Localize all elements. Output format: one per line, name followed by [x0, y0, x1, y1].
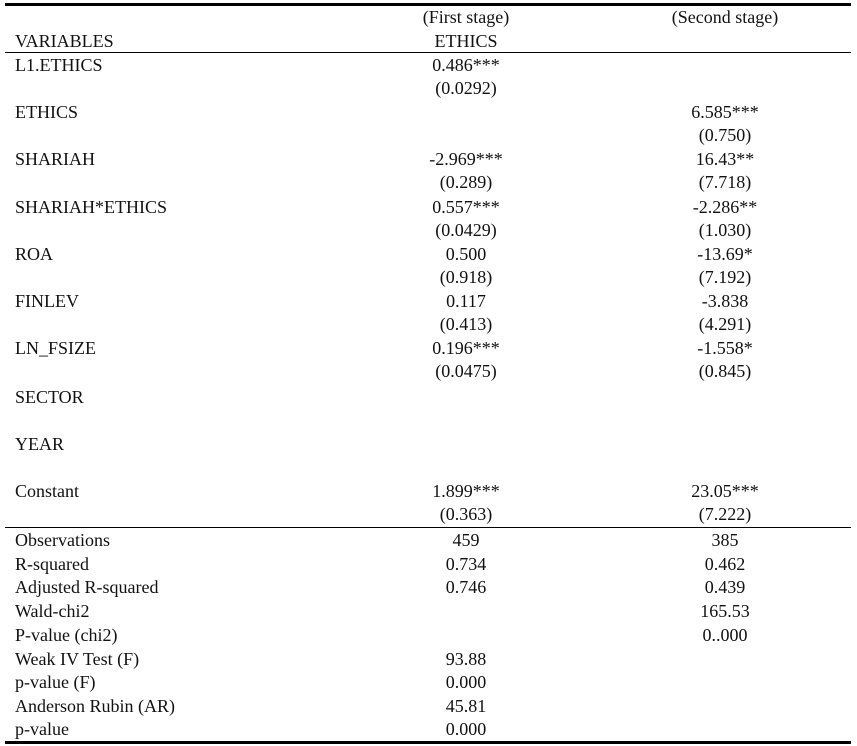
stat-label: p-value (F)	[15, 672, 96, 692]
se-col1: (0.363)	[439, 504, 493, 524]
coef-col2: 6.585***	[691, 102, 759, 122]
stat-label: P-value (chi2)	[15, 625, 118, 645]
row-label: SHARIAH	[15, 149, 96, 169]
coef-col1: 0.557***	[432, 197, 500, 217]
row-label: Constant	[15, 481, 80, 501]
stat-col1: 0.000	[445, 719, 487, 739]
stat-label: Observations	[15, 530, 110, 550]
stat-col1: 0.000	[445, 672, 487, 692]
col2-stage-header: (Second stage)	[671, 7, 779, 27]
row-label: ETHICS	[15, 102, 78, 122]
se-col2	[645, 77, 805, 99]
se-col2: (7.192)	[698, 267, 752, 287]
coef-col1: 0.117	[446, 291, 486, 311]
coef-col1: 0.196***	[432, 338, 500, 358]
header-rule	[5, 52, 851, 53]
row-label: YEAR	[15, 434, 64, 454]
se-col1: (0.413)	[439, 314, 493, 334]
table-bottom-rule	[5, 741, 851, 744]
se-col2: (4.291)	[698, 314, 752, 334]
se-col1: (0.918)	[439, 267, 493, 287]
row-label: SECTOR	[15, 387, 84, 407]
row-label: L1.ETHICS	[15, 55, 103, 75]
se-col1: (0.0292)	[435, 78, 497, 98]
stat-col2: 165.53	[700, 601, 750, 621]
se-col1: (0.289)	[439, 172, 493, 192]
stat-col2: 385	[711, 530, 739, 550]
se-col2: (0.845)	[698, 361, 752, 381]
coef-col1: -2.969***	[429, 149, 503, 169]
coef-col2: -3.838	[701, 291, 749, 311]
se-col2: (1.030)	[698, 220, 752, 240]
stat-label: Weak IV Test (F)	[15, 649, 140, 669]
table-top-rule	[5, 3, 851, 6]
stat-col1: 0.734	[445, 554, 487, 574]
row-label: SHARIAH*ETHICS	[15, 197, 168, 217]
stat-label: R-squared	[15, 554, 89, 574]
coef-col2: 23.05***	[691, 481, 759, 501]
stat-col1: 0.746	[445, 577, 487, 597]
se-col1: (0.0429)	[435, 220, 497, 240]
se-col1: (0.0475)	[435, 361, 497, 381]
coef-col1: 1.899***	[432, 481, 500, 501]
se-col2: (7.718)	[698, 172, 752, 192]
coef-col1: 0.486***	[432, 55, 500, 75]
stat-label: p-value	[15, 719, 69, 739]
coef-col2: -2.286**	[692, 197, 758, 217]
stat-col1	[385, 600, 547, 622]
stat-label: Adjusted R-squared	[15, 577, 159, 597]
stat-col2	[645, 671, 805, 693]
col1-dependent-var: ETHICS	[434, 31, 498, 51]
row-label: FINLEV	[15, 291, 79, 311]
stat-col2	[645, 648, 805, 670]
se-col2: (7.222)	[698, 504, 752, 524]
stat-col2	[645, 695, 805, 717]
row-label: LN_FSIZE	[15, 338, 96, 358]
coef-col2: 16.43**	[695, 149, 755, 169]
stat-col2	[645, 718, 805, 740]
stat-col1	[385, 624, 547, 646]
coef-col2	[645, 54, 805, 76]
stat-col2: 0..000	[702, 625, 748, 645]
variables-header: VARIABLES	[15, 31, 114, 51]
coef-col2: -1.558*	[697, 338, 753, 358]
col2-dependent-var	[645, 30, 805, 52]
coef-col1: 0.500	[445, 244, 487, 264]
stat-label: Wald-chi2	[15, 601, 90, 621]
coef-col1	[385, 101, 547, 123]
row-label: ROA	[15, 244, 54, 264]
stat-col2: 0.462	[704, 554, 746, 574]
stat-col2: 0.439	[704, 577, 746, 597]
stat-col1: 93.88	[445, 649, 487, 669]
stat-col1: 459	[452, 530, 480, 550]
stat-col1: 45.81	[445, 696, 487, 716]
se-col2: (0.750)	[698, 125, 752, 145]
se-col1	[385, 124, 547, 146]
coef-col2: -13.69*	[697, 244, 753, 264]
col1-stage-header: (First stage)	[422, 7, 510, 27]
stat-label: Anderson Rubin (AR)	[15, 696, 175, 716]
stats-rule	[5, 527, 851, 528]
